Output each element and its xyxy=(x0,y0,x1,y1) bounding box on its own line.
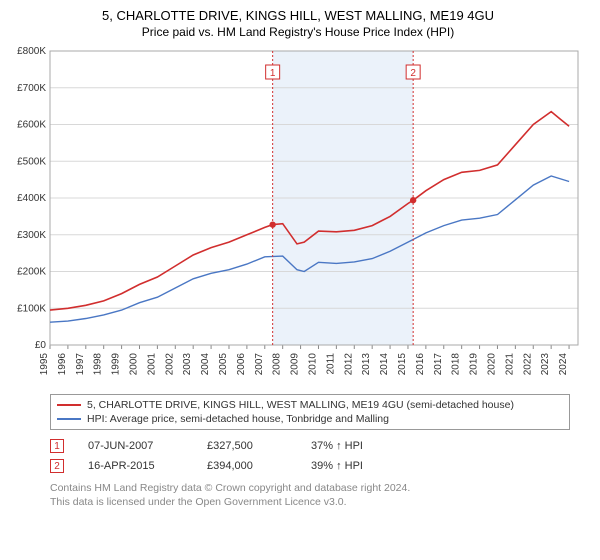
svg-text:£500K: £500K xyxy=(17,156,46,167)
svg-text:2009: 2009 xyxy=(290,353,301,376)
legend-item-hpi: HPI: Average price, semi-detached house,… xyxy=(57,412,563,426)
svg-text:£800K: £800K xyxy=(17,46,46,57)
legend: 5, CHARLOTTE DRIVE, KINGS HILL, WEST MAL… xyxy=(50,394,570,430)
svg-text:£300K: £300K xyxy=(17,230,46,241)
svg-text:2010: 2010 xyxy=(307,353,318,376)
chart-title: 5, CHARLOTTE DRIVE, KINGS HILL, WEST MAL… xyxy=(8,8,588,23)
transaction-row: 2 16-APR-2015 £394,000 39% ↑ HPI xyxy=(50,456,570,476)
svg-text:£400K: £400K xyxy=(17,193,46,204)
chart-area: £0 £100K £200K £300K £400K £500K £600K £700K £80… xyxy=(8,45,588,390)
svg-text:2024: 2024 xyxy=(558,353,569,376)
svg-text:1: 1 xyxy=(270,68,276,79)
footnote-line: Contains HM Land Registry data © Crown c… xyxy=(50,482,570,496)
chart-subtitle: Price paid vs. HM Land Registry's House … xyxy=(8,25,588,39)
transaction-pct: 39% ↑ HPI xyxy=(311,460,401,472)
legend-item-price-paid: 5, CHARLOTTE DRIVE, KINGS HILL, WEST MAL… xyxy=(57,398,563,412)
svg-text:£600K: £600K xyxy=(17,120,46,131)
svg-text:1998: 1998 xyxy=(93,353,104,376)
svg-text:1995: 1995 xyxy=(39,353,50,376)
svg-text:2013: 2013 xyxy=(361,353,372,376)
legend-swatch-red xyxy=(57,404,81,406)
svg-text:1999: 1999 xyxy=(111,353,122,376)
svg-text:2001: 2001 xyxy=(146,353,157,376)
svg-text:£700K: £700K xyxy=(17,83,46,94)
transaction-marker-icon: 1 xyxy=(50,439,64,453)
svg-text:2012: 2012 xyxy=(343,353,354,376)
transaction-price: £327,500 xyxy=(207,440,287,452)
transaction-table: 1 07-JUN-2007 £327,500 37% ↑ HPI 2 16-AP… xyxy=(50,436,570,476)
svg-text:1996: 1996 xyxy=(57,353,68,376)
legend-label: 5, CHARLOTTE DRIVE, KINGS HILL, WEST MAL… xyxy=(87,399,514,411)
legend-label: HPI: Average price, semi-detached house,… xyxy=(87,413,389,425)
transaction-price: £394,000 xyxy=(207,460,287,472)
legend-swatch-blue xyxy=(57,418,81,420)
svg-text:1997: 1997 xyxy=(75,353,86,376)
svg-text:£0: £0 xyxy=(35,340,47,351)
svg-text:2004: 2004 xyxy=(200,353,211,376)
svg-text:2006: 2006 xyxy=(236,353,247,376)
svg-text:2003: 2003 xyxy=(182,353,193,376)
chart-svg: £0 £100K £200K £300K £400K £500K £600K £700K £80… xyxy=(8,45,588,385)
svg-text:2022: 2022 xyxy=(522,353,533,376)
transaction-date: 16-APR-2015 xyxy=(88,460,183,472)
svg-text:£200K: £200K xyxy=(17,267,46,278)
footnote-line: This data is licensed under the Open Gov… xyxy=(50,496,570,510)
svg-text:2014: 2014 xyxy=(379,353,390,376)
svg-text:2020: 2020 xyxy=(486,353,497,376)
transaction-pct: 37% ↑ HPI xyxy=(311,440,401,452)
svg-text:2021: 2021 xyxy=(504,353,515,376)
transaction-row: 1 07-JUN-2007 £327,500 37% ↑ HPI xyxy=(50,436,570,456)
footnote: Contains HM Land Registry data © Crown c… xyxy=(50,482,570,509)
svg-text:2017: 2017 xyxy=(433,353,444,376)
svg-text:2018: 2018 xyxy=(451,353,462,376)
svg-text:2000: 2000 xyxy=(128,353,139,376)
svg-text:2005: 2005 xyxy=(218,353,229,376)
svg-text:2: 2 xyxy=(410,68,416,79)
transaction-date: 07-JUN-2007 xyxy=(88,440,183,452)
svg-text:2007: 2007 xyxy=(254,353,265,376)
svg-text:2023: 2023 xyxy=(540,353,551,376)
transaction-marker-icon: 2 xyxy=(50,459,64,473)
svg-text:2011: 2011 xyxy=(325,353,336,375)
svg-text:£100K: £100K xyxy=(17,303,46,314)
svg-text:2016: 2016 xyxy=(415,353,426,376)
svg-text:2019: 2019 xyxy=(469,353,480,376)
svg-text:2015: 2015 xyxy=(397,353,408,376)
chart-container: 5, CHARLOTTE DRIVE, KINGS HILL, WEST MAL… xyxy=(0,0,600,517)
svg-text:2002: 2002 xyxy=(164,353,175,376)
svg-text:2008: 2008 xyxy=(272,353,283,376)
